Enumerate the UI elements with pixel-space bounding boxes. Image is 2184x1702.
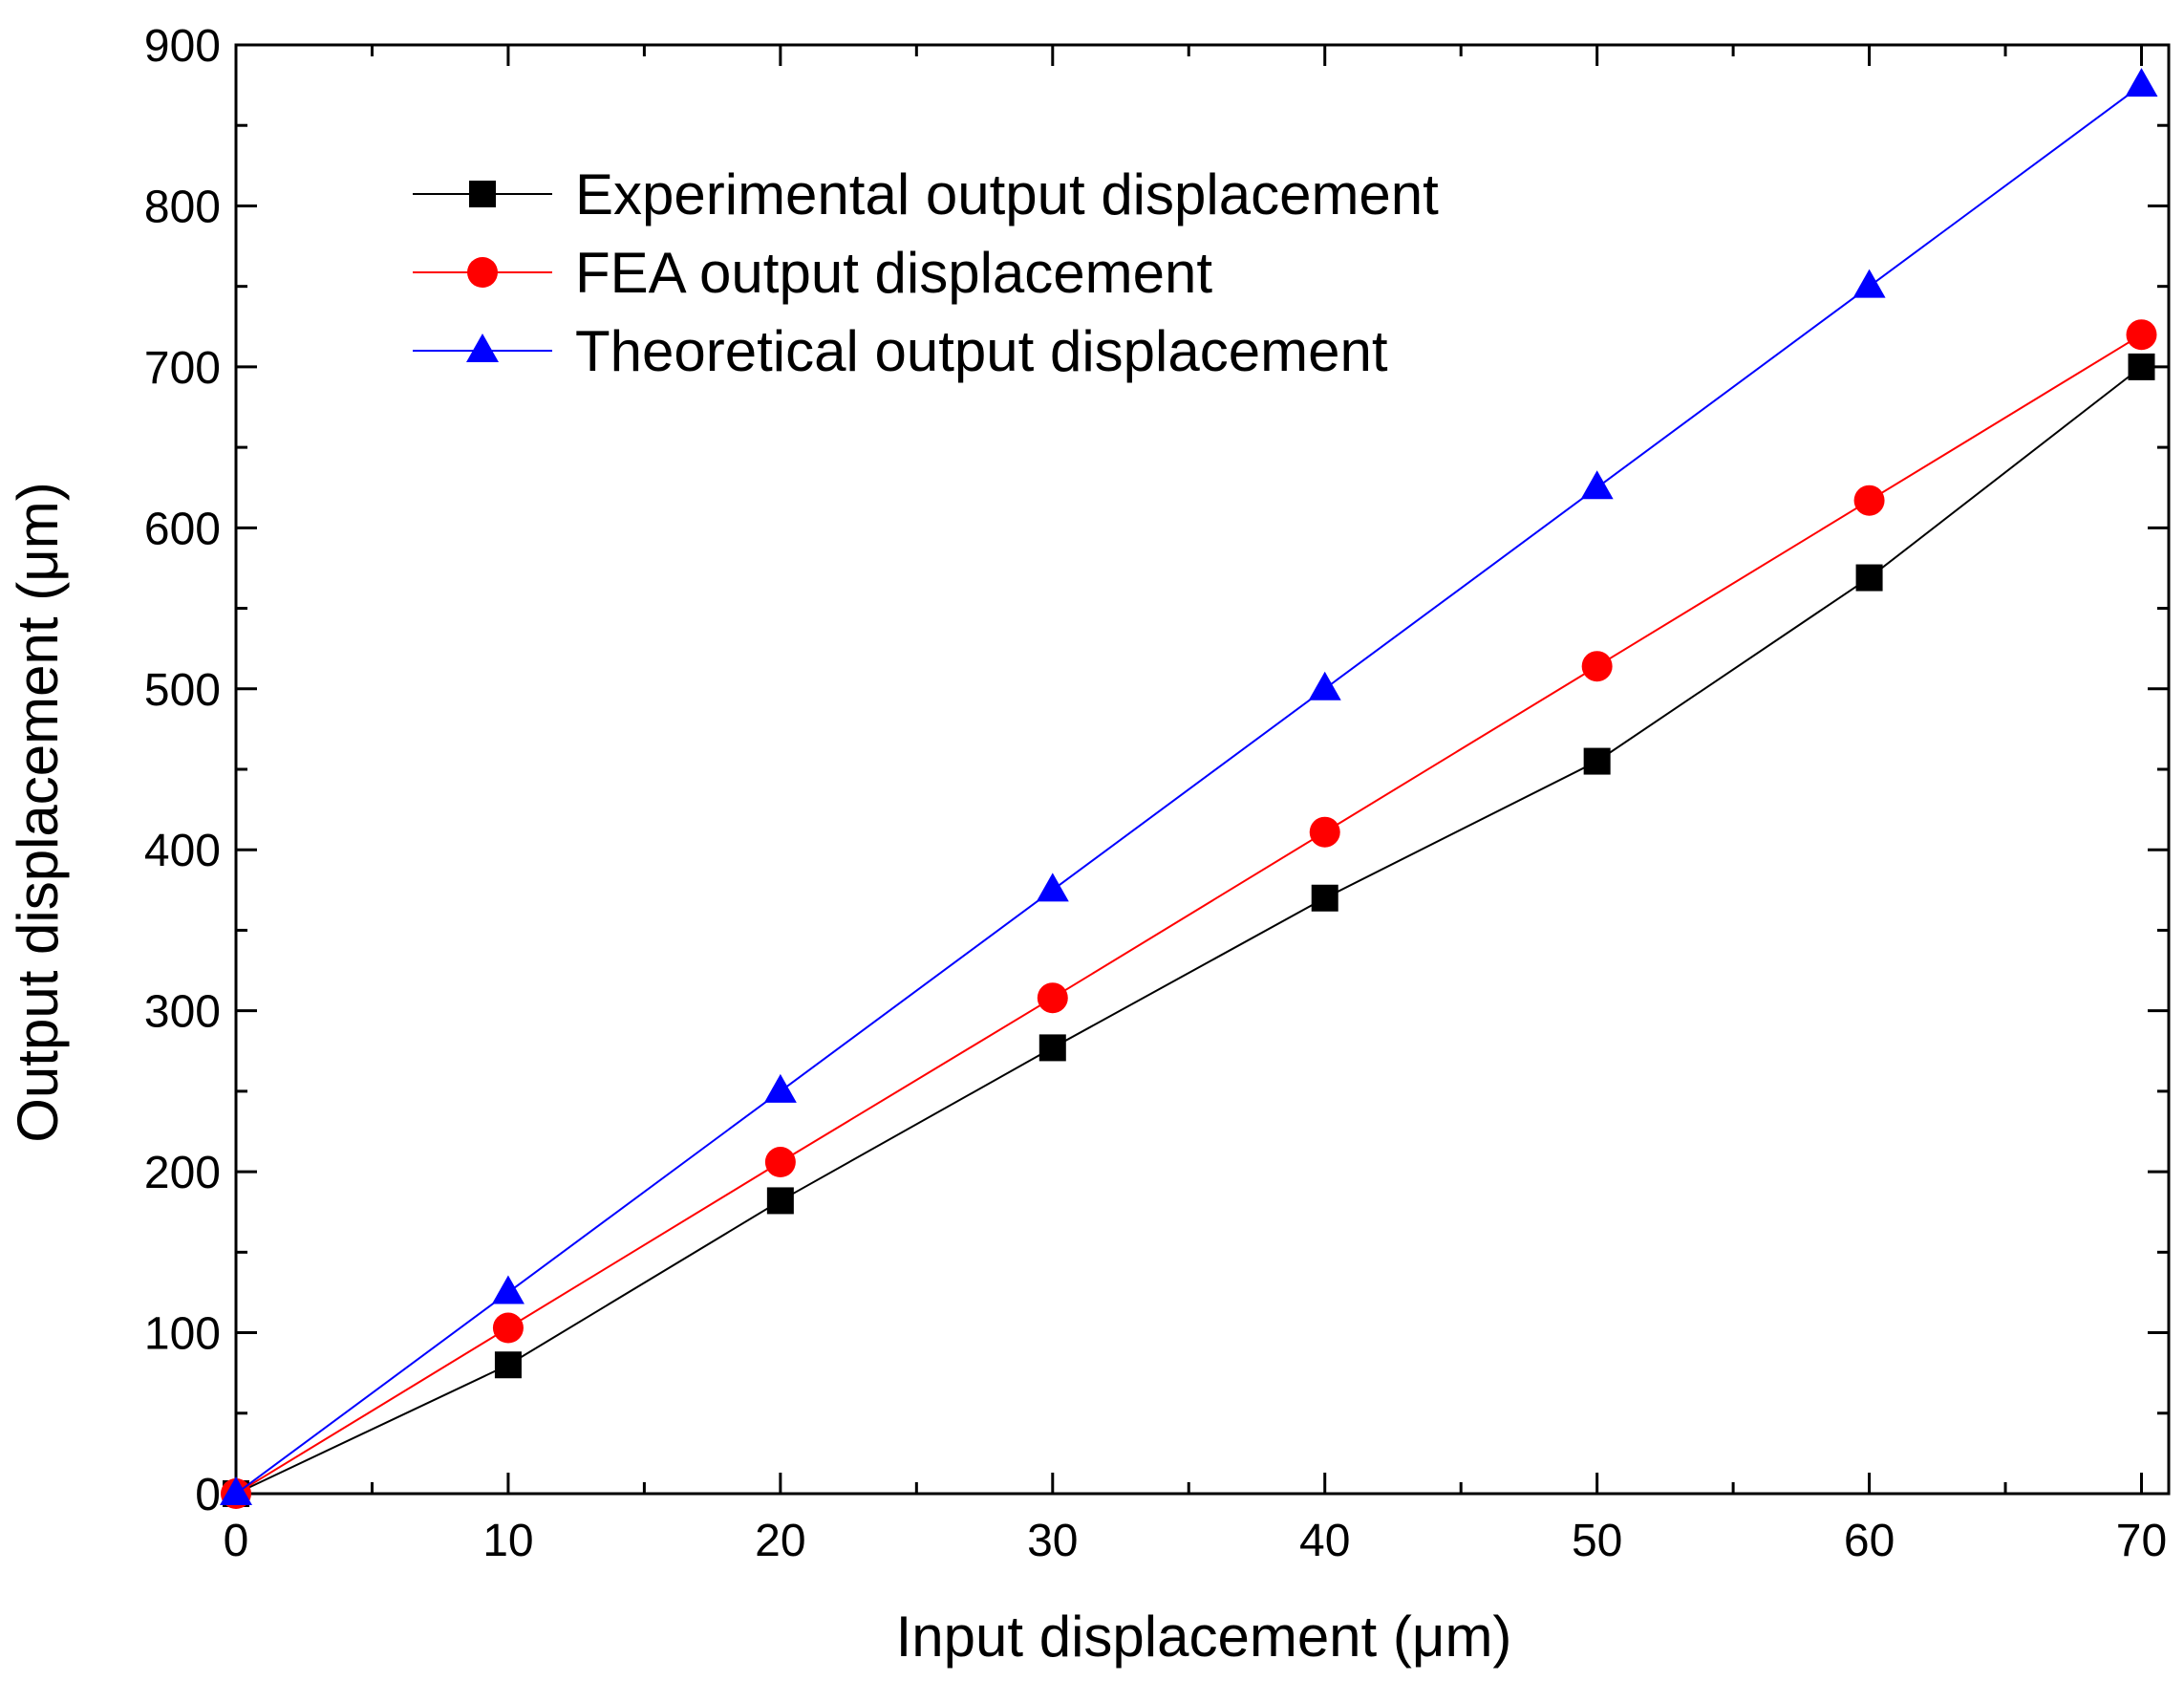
x-tick-label: 60 — [1844, 1516, 1895, 1566]
data-point-circle — [764, 1147, 796, 1178]
y-tick-label: 200 — [144, 1148, 221, 1198]
data-point-triangle — [2125, 68, 2158, 97]
series-square — [223, 353, 2155, 1507]
x-tick-label: 0 — [224, 1516, 249, 1566]
y-axis: 0 100 200 300 400 500 600 700 800 900 — [144, 21, 2169, 1520]
series-line — [235, 366, 2143, 1495]
y-tick-label: 400 — [144, 826, 221, 876]
y-tick-label: 500 — [144, 665, 221, 716]
data-point-square — [1311, 884, 1338, 912]
y-tick-label: 600 — [144, 504, 221, 554]
x-tick-label: 20 — [755, 1516, 805, 1566]
data-point-square — [1038, 1034, 1066, 1062]
legend: Experimental output displacement FEA outp… — [413, 162, 1439, 383]
x-tick-label: 10 — [482, 1516, 533, 1566]
data-point-square — [1855, 564, 1883, 592]
y-tick-label: 100 — [144, 1309, 221, 1360]
data-point-square — [766, 1187, 794, 1215]
data-point-triangle — [220, 1476, 252, 1505]
data-point-square — [1583, 747, 1611, 775]
data-point-square — [2128, 353, 2155, 380]
legend-marker-triangle — [466, 334, 499, 362]
data-point-circle — [1581, 651, 1613, 682]
x-tick-label: 40 — [1299, 1516, 1350, 1566]
x-tick-label: 50 — [1572, 1516, 1622, 1566]
x-tick-label: 70 — [2116, 1516, 2167, 1566]
data-point-triangle — [1308, 671, 1341, 700]
data-point-triangle — [1852, 269, 1886, 298]
legend-item: FEA output displacement — [413, 241, 1212, 305]
data-point-square — [494, 1351, 522, 1379]
series-layer — [220, 68, 2158, 1509]
series-circle — [221, 319, 2157, 1509]
y-axis-title: Output displacement (μm) — [6, 482, 70, 1143]
legend-label: Experimental output displacement — [575, 162, 1439, 226]
x-axis: 0 10 20 30 40 50 60 70 — [224, 45, 2167, 1566]
legend-label: Theoretical output displacement — [575, 319, 1388, 383]
data-point-triangle — [1580, 470, 1614, 500]
legend-item: Experimental output displacement — [413, 162, 1439, 226]
y-tick-label: 700 — [144, 343, 221, 394]
legend-marker-square — [469, 181, 496, 207]
data-point-circle — [1853, 485, 1885, 516]
data-point-circle — [1309, 816, 1340, 848]
y-tick-label: 300 — [144, 987, 221, 1038]
data-point-circle — [492, 1312, 524, 1344]
x-tick-label: 30 — [1027, 1516, 1078, 1566]
series-line — [235, 84, 2143, 1495]
series-triangle — [220, 68, 2158, 1505]
data-point-triangle — [763, 1073, 797, 1103]
series-line — [235, 334, 2143, 1495]
y-tick-label: 800 — [144, 182, 221, 232]
data-point-circle — [2126, 319, 2157, 351]
data-point-triangle — [1036, 873, 1069, 902]
data-point-circle — [1037, 982, 1068, 1014]
legend-item: Theoretical output displacement — [413, 319, 1388, 383]
y-tick-label: 900 — [144, 21, 221, 72]
data-point-triangle — [491, 1275, 525, 1304]
y-tick-label: 0 — [195, 1470, 221, 1520]
legend-marker-circle — [467, 257, 498, 288]
x-axis-title: Input displacement (μm) — [896, 1605, 1512, 1669]
legend-label: FEA output displacement — [575, 241, 1212, 305]
